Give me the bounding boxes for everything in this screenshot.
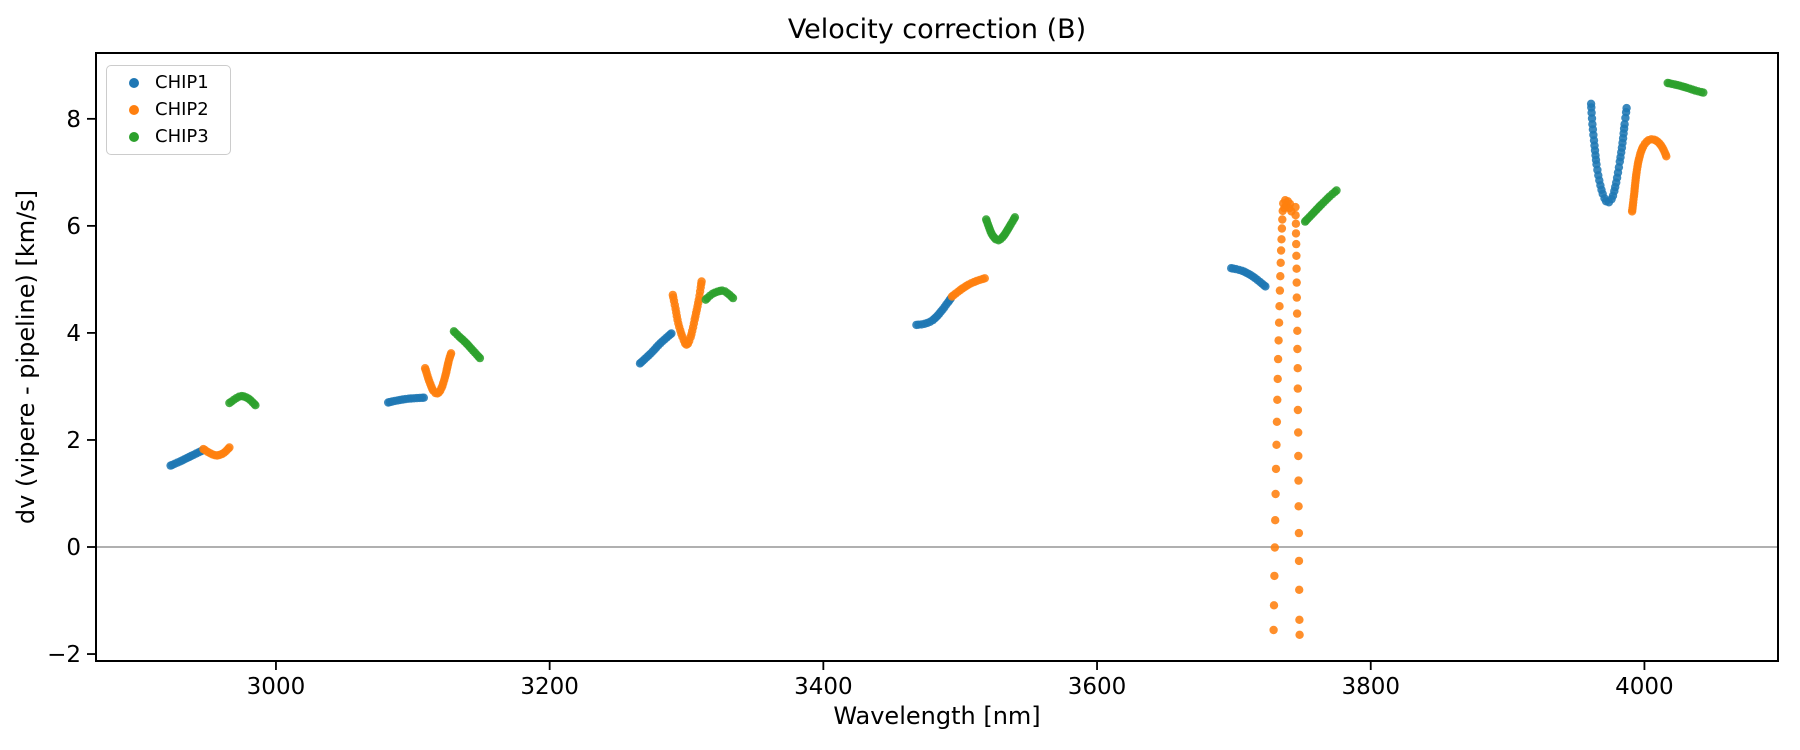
x-tick-label: 4000 [1615, 674, 1674, 700]
x-tick-label: 3000 [247, 674, 306, 700]
x-tick-label: 3800 [1341, 674, 1400, 700]
y-tick-label: 6 [66, 214, 81, 240]
series-chip1 [166, 99, 1631, 470]
y-axis: 8 6 4 2 0 −2 [47, 107, 96, 668]
x-tick-label: 3200 [520, 674, 579, 700]
plot-frame [95, 52, 1779, 662]
y-tick-label: 0 [66, 535, 81, 561]
x-axis-label: Wavelength [nm] [833, 702, 1041, 730]
y-tick-label: 4 [66, 321, 81, 347]
chart-title: Velocity correction (B) [787, 14, 1087, 45]
legend-label: CHIP1 [155, 72, 209, 94]
chip2-marker-icon [129, 104, 139, 115]
series-chip2 [199, 135, 1671, 639]
y-axis-label: dv (vipere - pipeline) [km/s] [12, 189, 40, 525]
series-chip3 [225, 78, 1708, 410]
legend: CHIP1 CHIP2 CHIP3 [106, 65, 231, 155]
x-axis: 3000 3200 3400 3600 3800 4000 [247, 661, 1674, 700]
chip3-marker-icon [129, 131, 139, 142]
legend-entry-chip2: CHIP2 [107, 97, 230, 123]
legend-entry-chip3: CHIP3 [107, 124, 230, 150]
legend-label: CHIP3 [155, 125, 209, 147]
x-tick-label: 3400 [794, 674, 853, 700]
x-tick-label: 3600 [1068, 674, 1127, 700]
y-tick-label: −2 [47, 642, 81, 668]
chip1-marker-icon [129, 78, 139, 89]
y-tick-label: 8 [66, 107, 81, 133]
legend-label: CHIP2 [155, 98, 209, 120]
y-tick-label: 2 [66, 428, 81, 454]
legend-entry-chip1: CHIP1 [107, 70, 230, 96]
